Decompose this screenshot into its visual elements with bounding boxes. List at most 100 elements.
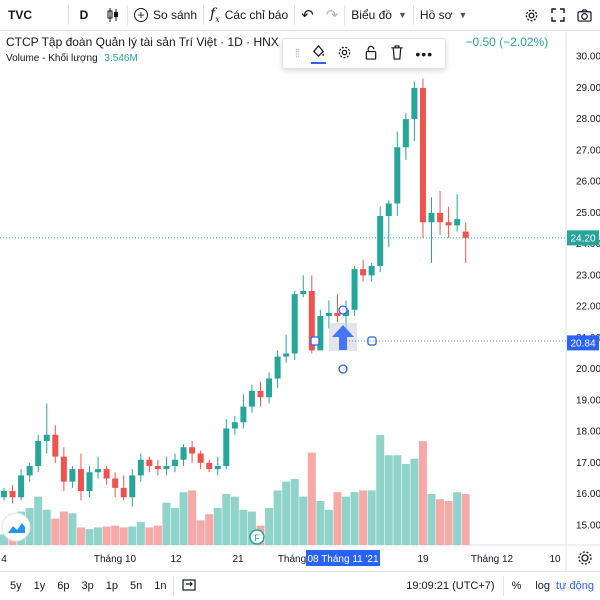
candle-body <box>146 459 153 466</box>
chart-layout-dropdown[interactable]: Biểu đồ ▼ <box>345 0 413 31</box>
candle-body <box>18 475 25 498</box>
range-button-5n[interactable]: 5n <box>130 580 143 592</box>
volume-bar <box>119 527 128 545</box>
volume-bar <box>213 508 222 545</box>
log-scale-button[interactable]: log <box>535 580 551 592</box>
function-icon: fx <box>210 6 220 24</box>
candle-body <box>257 391 264 398</box>
volume-bar <box>136 522 145 545</box>
candle-body <box>77 469 84 491</box>
volume-legend: Volume - Khối lượng 3.546M <box>6 53 138 64</box>
candle-body <box>43 434 50 441</box>
compare-button[interactable]: + So sánh <box>128 0 203 31</box>
goto-date-icon[interactable] <box>174 578 204 594</box>
price-tick-label: 20.00 <box>576 364 600 375</box>
arrow-price-label: 20.84 <box>570 338 595 349</box>
candles-chart-type-icon[interactable] <box>99 0 127 31</box>
date-range-buttons: 5y 1y 6p 3p 1p 5n 1n <box>0 580 173 592</box>
tradingview-logo[interactable] <box>1 512 31 542</box>
dividend-marker[interactable]: F <box>249 529 265 545</box>
candle-body <box>462 231 469 238</box>
candle-body <box>377 216 384 266</box>
volume-bar <box>307 452 316 545</box>
snapshot-camera-icon[interactable] <box>571 0 600 31</box>
indicators-button[interactable]: fx Các chỉ báo <box>204 0 294 31</box>
current-price-line: 24.20 <box>0 230 599 246</box>
candle-body <box>240 406 247 423</box>
candle-body <box>351 269 358 310</box>
price-tick-label: 17.00 <box>576 458 600 469</box>
candle-body <box>137 459 144 476</box>
fill-color-icon[interactable] <box>310 43 326 64</box>
settings-icon[interactable] <box>518 0 545 31</box>
logo-icon <box>8 523 25 533</box>
time-highlight: 08 Tháng 11 '21 <box>306 550 380 566</box>
candle-body <box>129 475 136 498</box>
candle-body <box>437 212 444 223</box>
trash-icon[interactable] <box>390 44 404 63</box>
drawing-handle[interactable] <box>338 364 348 374</box>
volume-bar <box>111 525 120 545</box>
time-tick-label: 10 <box>549 554 561 565</box>
undo-icon[interactable]: ↶ <box>301 7 314 24</box>
divider <box>68 5 69 25</box>
volume-bar <box>222 493 231 545</box>
redo-icon[interactable]: ↷ <box>325 7 339 24</box>
arrow-up-icon[interactable] <box>332 325 354 350</box>
drawing-handle[interactable] <box>367 336 377 346</box>
divider <box>127 5 128 25</box>
corner-settings-icon[interactable] <box>578 551 592 565</box>
candle-body <box>1 491 7 498</box>
dividend-marker-icon[interactable] <box>249 529 265 545</box>
volume-bar <box>76 527 85 545</box>
drag-handle-icon[interactable]: ⁞⁞ <box>294 47 300 60</box>
volume-bar <box>453 492 462 545</box>
volume-label: Volume - Khối lượng <box>6 53 98 64</box>
volume-bar <box>299 496 308 545</box>
drawing-handle[interactable] <box>310 336 320 346</box>
range-button-1y[interactable]: 1y <box>33 580 46 592</box>
settings-icon[interactable] <box>337 45 352 63</box>
price-axis: 30.0029.0028.0027.0026.0025.0024.0023.00… <box>576 52 600 532</box>
auto-scale-button[interactable]: tự động <box>556 580 594 592</box>
range-button-5y[interactable]: 5y <box>10 580 22 592</box>
volume-bar <box>239 509 248 545</box>
candle-body <box>197 453 204 463</box>
candle-body <box>394 147 401 204</box>
candle-body <box>86 472 93 491</box>
range-button-6p[interactable]: 6p <box>57 580 70 592</box>
divider <box>172 576 174 596</box>
candle-body <box>206 462 213 470</box>
interval-button[interactable]: D <box>79 8 89 22</box>
price-tick-label: 16.00 <box>576 489 600 500</box>
candle-body <box>172 459 178 466</box>
percent-scale-button[interactable]: % <box>511 580 522 592</box>
range-button-1n[interactable]: 1n <box>154 580 167 592</box>
more-options-icon[interactable]: ••• <box>415 45 434 62</box>
current-price-label: 24.20 <box>570 233 595 244</box>
arrow-drawing[interactable]: 20.84 <box>310 305 599 374</box>
arrow-price-label-box <box>567 335 599 351</box>
candle-body <box>419 87 426 223</box>
candle-body <box>445 222 452 226</box>
lock-icon[interactable] <box>364 45 378 63</box>
clock-time[interactable]: 19:09:21 (UTC+7) <box>406 580 495 592</box>
profile-dropdown[interactable]: Hồ sơ ▼ <box>414 0 473 31</box>
divider <box>203 5 205 25</box>
candle-body <box>248 391 255 407</box>
volume-bar <box>51 518 60 545</box>
price-change: −0.50 (−2.02%) <box>465 35 549 49</box>
price-tick-label: 23.00 <box>576 270 600 281</box>
candle-body <box>274 356 281 379</box>
drawing-handle[interactable] <box>338 305 348 315</box>
current-price-label-box <box>567 230 599 246</box>
range-button-3p[interactable]: 3p <box>81 580 94 592</box>
volume-bar <box>316 501 325 545</box>
candle-body <box>214 466 221 470</box>
candle-body <box>95 469 102 473</box>
price-chart[interactable]: 30.0029.0028.0027.0026.0025.0024.0023.00… <box>0 31 600 571</box>
fullscreen-icon[interactable] <box>545 0 571 31</box>
top-toolbar: TVC D + So sánh fx Các chỉ báo ↶ ↷ Biểu … <box>0 0 600 31</box>
symbol-search[interactable]: TVC <box>8 8 32 22</box>
range-button-1p[interactable]: 1p <box>105 580 118 592</box>
